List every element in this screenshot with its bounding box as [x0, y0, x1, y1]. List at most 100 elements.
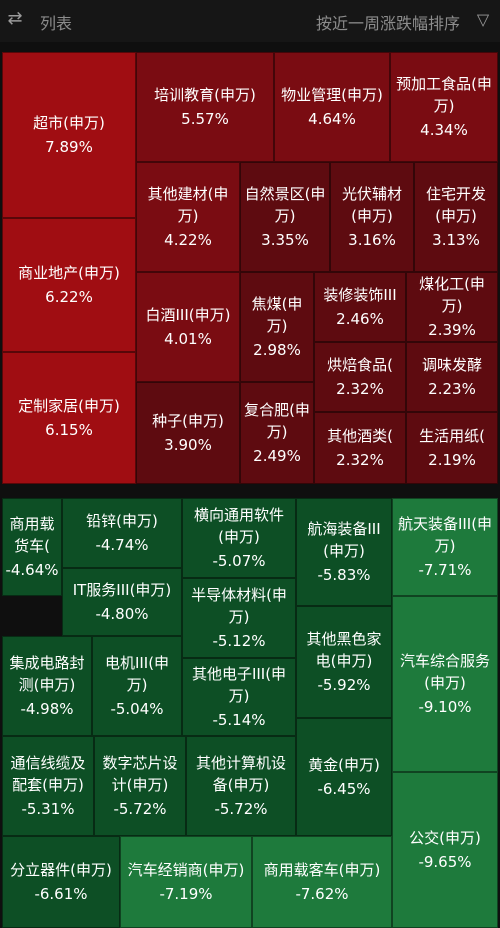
- sector-tile[interactable]: 培训教育(申万) 5.57%: [136, 52, 274, 162]
- sector-name: 住宅开发(申万): [425, 185, 486, 225]
- sector-name: 培训教育(申万): [154, 86, 256, 104]
- sector-tile[interactable]: 其他建材(申万) 4.22%: [136, 162, 240, 272]
- sector-change-percent: 2.19%: [428, 451, 476, 469]
- sector-name: 通信线缆及配套(申万): [10, 754, 86, 794]
- sector-change-percent: 2.46%: [336, 310, 384, 328]
- sector-tile[interactable]: 其他计算机设备(申万) -5.72%: [186, 736, 296, 836]
- sector-name: 装修装饰III: [323, 286, 397, 304]
- sector-tile[interactable]: 超市(申万) 7.89%: [2, 52, 136, 218]
- sector-name: 铅锌(申万): [86, 512, 158, 530]
- sector-name: 其他电子III(申万): [191, 665, 287, 705]
- sector-name: 焦煤(申万): [251, 295, 303, 335]
- sector-name: 自然景区(申万): [244, 185, 326, 225]
- sector-name: 黄金(申万): [308, 756, 380, 774]
- sector-change-percent: -5.07%: [212, 552, 266, 570]
- sector-change-percent: 6.22%: [45, 288, 93, 306]
- sector-name: 调味发酵: [421, 356, 482, 374]
- sector-change-percent: 2.32%: [336, 380, 384, 398]
- sector-change-percent: 4.22%: [164, 231, 212, 249]
- sector-change-percent: -5.31%: [21, 800, 75, 818]
- sector-tile[interactable]: 公交(申万) -9.65%: [392, 772, 498, 928]
- sector-tile[interactable]: 铅锌(申万) -4.74%: [62, 498, 182, 568]
- list-view-button[interactable]: 列表: [40, 14, 73, 33]
- sector-tile[interactable]: 复合肥(申万) 2.49%: [240, 382, 314, 484]
- sector-tile[interactable]: 住宅开发(申万) 3.13%: [414, 162, 498, 272]
- sector-name: 物业管理(申万): [281, 86, 383, 104]
- sector-tile[interactable]: 其他酒类(2.32%: [314, 412, 406, 484]
- sector-change-percent: 2.98%: [253, 341, 301, 359]
- sector-tile[interactable]: 商业地产(申万) 6.22%: [2, 218, 136, 352]
- sector-tile[interactable]: 自然景区(申万) 3.35%: [240, 162, 330, 272]
- sector-change-percent: -5.14%: [212, 711, 266, 729]
- sector-change-percent: 2.32%: [336, 451, 384, 469]
- sector-name: 其他计算机设备(申万): [195, 754, 286, 794]
- sector-tile[interactable]: 煤化工(申万) 2.39%: [406, 272, 498, 342]
- sector-tile[interactable]: 半导体材料(申万) -5.12%: [182, 578, 296, 658]
- gain-loss-divider: [0, 484, 500, 496]
- sector-tile[interactable]: 预加工食品(申万) 4.34%: [390, 52, 498, 162]
- sector-tile[interactable]: 调味发酵 2.23%: [406, 342, 498, 412]
- sector-tile[interactable]: 电机III(申万) -5.04%: [92, 636, 182, 736]
- sector-name: 烘焙食品(: [327, 356, 393, 374]
- sector-name: 商用载客车(申万): [263, 861, 381, 879]
- sector-change-percent: 3.16%: [348, 231, 396, 249]
- sector-change-percent: 6.15%: [45, 421, 93, 439]
- sector-name: 其他建材(申万): [147, 185, 229, 225]
- sector-change-percent: -7.19%: [159, 885, 213, 903]
- sector-name: 分立器件(申万): [10, 861, 112, 879]
- sector-tile[interactable]: 装修装饰III 2.46%: [314, 272, 406, 342]
- sector-change-percent: 3.90%: [164, 436, 212, 454]
- sort-mode-label[interactable]: 按近一周涨跌幅排序: [315, 14, 460, 33]
- sector-change-percent: -6.61%: [34, 885, 88, 903]
- filter-icon[interactable]: ▽: [476, 10, 490, 29]
- sector-tile[interactable]: 白酒III(申万) 4.01%: [136, 272, 240, 382]
- sector-name: 其他黑色家电(申万): [306, 630, 382, 670]
- sector-name: 种子(申万): [152, 412, 224, 430]
- sector-name: 汽车经销商(申万): [127, 861, 245, 879]
- sector-tile[interactable]: 航天装备III(申万) -7.71%: [392, 498, 498, 596]
- sector-change-percent: -4.64%: [5, 561, 59, 579]
- sector-tile[interactable]: 黄金(申万) -6.45%: [296, 718, 392, 836]
- sector-change-percent: 2.49%: [253, 447, 301, 465]
- sector-tile[interactable]: 横向通用软件(申万) -5.07%: [182, 498, 296, 578]
- sector-change-percent: 4.34%: [420, 121, 468, 139]
- sector-change-percent: 2.23%: [428, 380, 476, 398]
- sector-name: 数字芯片设计(申万): [102, 754, 178, 794]
- sector-name: 预加工食品(申万): [396, 75, 492, 115]
- sector-tile[interactable]: 数字芯片设计(申万) -5.72%: [94, 736, 186, 836]
- sector-name: 煤化工(申万): [419, 275, 485, 315]
- sector-name: 白酒III(申万): [145, 306, 231, 324]
- sector-name: 航海装备III(申万): [307, 520, 381, 560]
- swap-sort-icon[interactable]: ⇄: [7, 8, 23, 29]
- sector-change-percent: 5.57%: [181, 110, 229, 128]
- sector-tile[interactable]: 航海装备III(申万) -5.83%: [296, 498, 392, 606]
- sector-change-percent: -4.80%: [95, 605, 149, 623]
- sector-name: 航天装备III(申万): [397, 515, 493, 555]
- sector-tile[interactable]: 集成电路封测(申万) -4.98%: [2, 636, 92, 736]
- sector-tile[interactable]: 烘焙食品( 2.32%: [314, 342, 406, 412]
- sector-tile[interactable]: 焦煤(申万) 2.98%: [240, 272, 314, 382]
- sector-change-percent: -5.04%: [110, 700, 164, 718]
- sector-tile[interactable]: 其他电子III(申万) -5.14%: [182, 658, 296, 736]
- sector-tile[interactable]: 物业管理(申万) 4.64%: [274, 52, 390, 162]
- sector-change-percent: -9.65%: [418, 853, 472, 871]
- sector-tile[interactable]: 生活用纸( 2.19%: [406, 412, 498, 484]
- sector-tile[interactable]: 汽车经销商(申万) -7.19%: [120, 836, 252, 928]
- sector-name: 生活用纸(: [419, 427, 485, 445]
- sector-tile[interactable]: 商用载客车(申万) -7.62%: [252, 836, 392, 928]
- sector-name: 商业地产(申万): [18, 264, 120, 282]
- sector-change-percent: 4.64%: [308, 110, 356, 128]
- sector-tile[interactable]: 商用载货车(-4.64%: [2, 498, 62, 596]
- sector-tile[interactable]: 通信线缆及配套(申万) -5.31%: [2, 736, 94, 836]
- sector-tile[interactable]: 汽车综合服务(申万) -9.10%: [392, 596, 498, 772]
- sector-change-percent: -7.71%: [418, 561, 472, 579]
- sector-tile[interactable]: 其他黑色家电(申万) -5.92%: [296, 606, 392, 718]
- sector-tile[interactable]: 分立器件(申万) -6.61%: [2, 836, 120, 928]
- sector-name: 半导体材料(申万): [191, 586, 287, 626]
- sector-change-percent: -7.62%: [295, 885, 349, 903]
- sector-tile[interactable]: 光伏辅材(申万) 3.16%: [330, 162, 414, 272]
- sector-tile[interactable]: IT服务III(申万) -4.80%: [62, 568, 182, 636]
- sector-tile[interactable]: 种子(申万) 3.90%: [136, 382, 240, 484]
- sector-tile[interactable]: 定制家居(申万) 6.15%: [2, 352, 136, 484]
- sector-change-percent: -4.74%: [95, 536, 149, 554]
